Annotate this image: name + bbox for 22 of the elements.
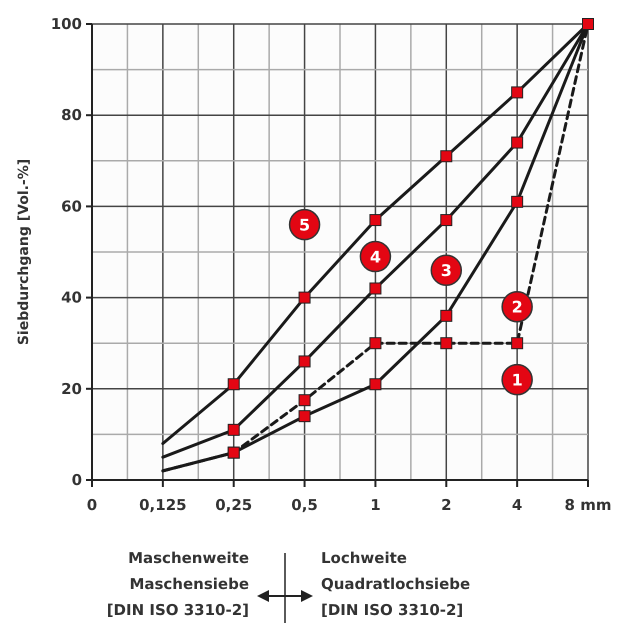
annotation: 1 xyxy=(512,370,523,390)
x-tick-label: 8 mm xyxy=(564,496,612,514)
annotation: 3 xyxy=(440,261,452,280)
x-tick-label: 4 xyxy=(512,496,522,514)
x-tick-label: 0,5 xyxy=(291,496,318,514)
y-tick-label: 40 xyxy=(61,288,82,307)
x-tick-label: 2 xyxy=(441,496,452,514)
y-tick-label: 20 xyxy=(61,380,82,398)
x-tick-label: 0,25 xyxy=(215,496,252,514)
y-tick-label: 80 xyxy=(61,106,82,124)
annotation: 4 xyxy=(370,248,381,267)
y-tick-label: 100 xyxy=(50,15,82,33)
text: Lochweite Quadratlochsiebe [DIN ISO 3310-2] xyxy=(321,549,470,619)
x-tick-label: 1 xyxy=(370,496,381,514)
y-axis-title: Siebdurchgang [Vol.-%] xyxy=(16,158,32,346)
y-tick-label: 60 xyxy=(61,197,82,216)
y-tick-label: 0 xyxy=(72,471,82,489)
x-tick-label: 0 xyxy=(86,496,98,514)
annotation: 2 xyxy=(512,298,523,317)
text: Maschenweite Maschensiebe [DIN ISO 3310-2] xyxy=(106,549,249,619)
annotation: 5 xyxy=(299,216,310,235)
x-tick-label: 0,125 xyxy=(139,496,187,514)
